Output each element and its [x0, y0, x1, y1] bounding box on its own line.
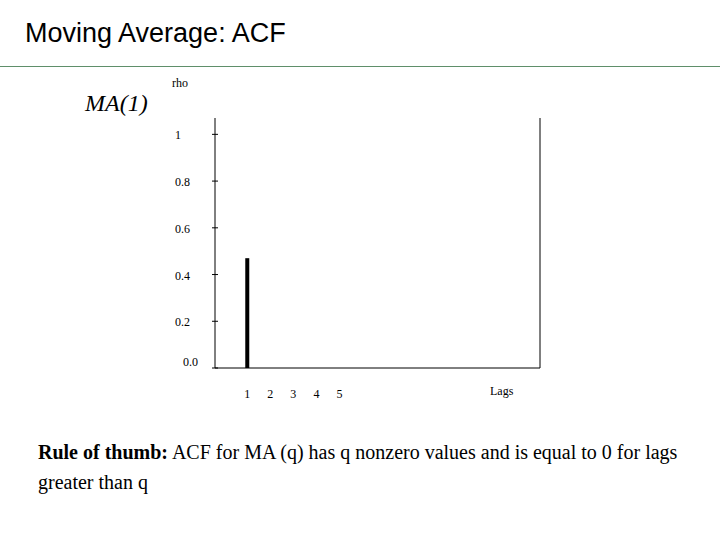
x-axis	[215, 368, 540, 369]
y-tick-label: 0.6	[175, 222, 190, 236]
note-label: Rule of thumb:	[38, 441, 168, 463]
x-tick-label: 5	[336, 387, 342, 401]
y-tick	[212, 181, 218, 182]
y-axis	[215, 118, 216, 368]
y-tick-label: 0.0	[183, 355, 198, 369]
y-axis-label: rho	[172, 76, 188, 90]
subtitle: MA(1)	[84, 90, 148, 116]
y-tick-label: 0.8	[175, 175, 190, 189]
y-tick-label: 0.2	[175, 315, 190, 329]
y-tick	[212, 368, 218, 369]
x-tick-label: 2	[267, 387, 273, 401]
x-tick-label: 1	[244, 387, 250, 401]
x-axis-label: Lags	[490, 384, 514, 398]
x-tick-label: 3	[290, 387, 296, 401]
y-tick	[212, 134, 218, 135]
bar	[314, 368, 318, 369]
note: Rule of thumb: ACF for MA (q) has q nonz…	[38, 437, 698, 497]
bar	[337, 368, 341, 369]
y-tick-label: 0.4	[175, 269, 190, 283]
frame-right	[540, 118, 541, 368]
y-tick-label: 1	[175, 128, 181, 142]
bar	[291, 368, 295, 369]
bars	[245, 258, 249, 368]
bar	[268, 368, 272, 369]
y-tick	[212, 227, 218, 228]
y-tick	[212, 321, 218, 322]
bar	[245, 258, 249, 368]
chart: 0.0 0.2 0.4 0.6 0.8 1 1 2 3 4 5 rho Lags MA(1)	[0, 0, 720, 540]
x-tick-label: 4	[313, 387, 319, 401]
y-tick	[212, 274, 218, 275]
title: Moving Average: ACF	[25, 18, 286, 49]
title-rule	[0, 66, 720, 67]
